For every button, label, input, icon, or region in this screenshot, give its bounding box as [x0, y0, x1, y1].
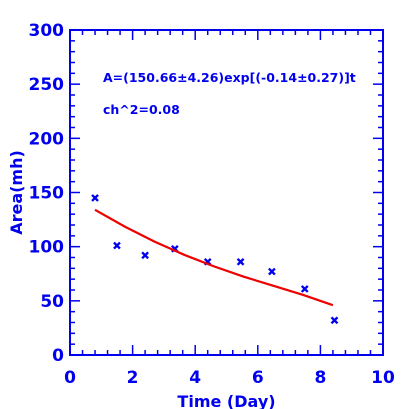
- data-point-stroke: [91, 194, 99, 202]
- y-tick-label: 50: [40, 292, 64, 312]
- chi-square-annotation: ch^2=0.08: [103, 102, 180, 117]
- data-point: [236, 257, 245, 266]
- chart-marks: [91, 194, 339, 325]
- data-point-stroke: [300, 285, 309, 293]
- data-point-stroke: [330, 316, 339, 325]
- y-tick-label: 150: [29, 184, 65, 204]
- fit-curve: [94, 208, 334, 307]
- data-point: [141, 251, 149, 260]
- data-point: [268, 267, 276, 276]
- data-point-stroke: [141, 251, 149, 260]
- data-point-stroke: [113, 241, 121, 250]
- y-axis-title: Area(mh): [7, 150, 26, 235]
- x-axis-title: Time (Day): [177, 392, 275, 409]
- data-point: [330, 316, 339, 325]
- data-point: [300, 285, 309, 293]
- y-tick-label: 100: [29, 238, 65, 258]
- data-point: [91, 194, 99, 202]
- x-tick-label: 4: [189, 368, 201, 388]
- y-tick-label: 250: [29, 75, 65, 95]
- x-tick-label: 6: [252, 368, 264, 388]
- y-tick-label: 300: [29, 21, 65, 41]
- x-tick-label: 2: [127, 368, 139, 388]
- x-tick-label: 8: [314, 368, 326, 388]
- data-point: [113, 241, 121, 250]
- fit-equation-annotation: A=(150.66±4.26)exp[(-0.14±0.27)]t: [103, 70, 356, 85]
- x-tick-label: 10: [371, 368, 395, 388]
- data-point-stroke: [236, 257, 245, 266]
- y-tick-label: 200: [29, 129, 65, 149]
- x-tick-label: 0: [64, 368, 76, 388]
- data-point-stroke: [268, 267, 276, 276]
- y-tick-label: 0: [52, 346, 64, 366]
